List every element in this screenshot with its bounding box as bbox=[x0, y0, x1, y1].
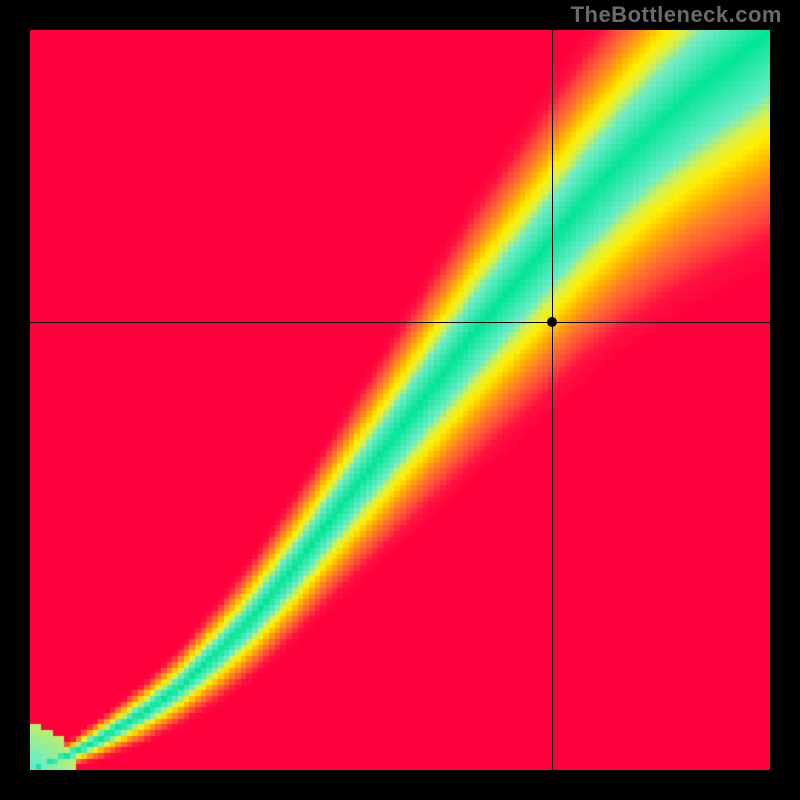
crosshair-vertical bbox=[552, 30, 553, 770]
watermark-text: TheBottleneck.com bbox=[571, 2, 782, 28]
plot-area bbox=[30, 30, 770, 770]
heatmap-canvas bbox=[30, 30, 770, 770]
crosshair-horizontal bbox=[30, 322, 770, 323]
crosshair-marker-dot bbox=[547, 317, 557, 327]
